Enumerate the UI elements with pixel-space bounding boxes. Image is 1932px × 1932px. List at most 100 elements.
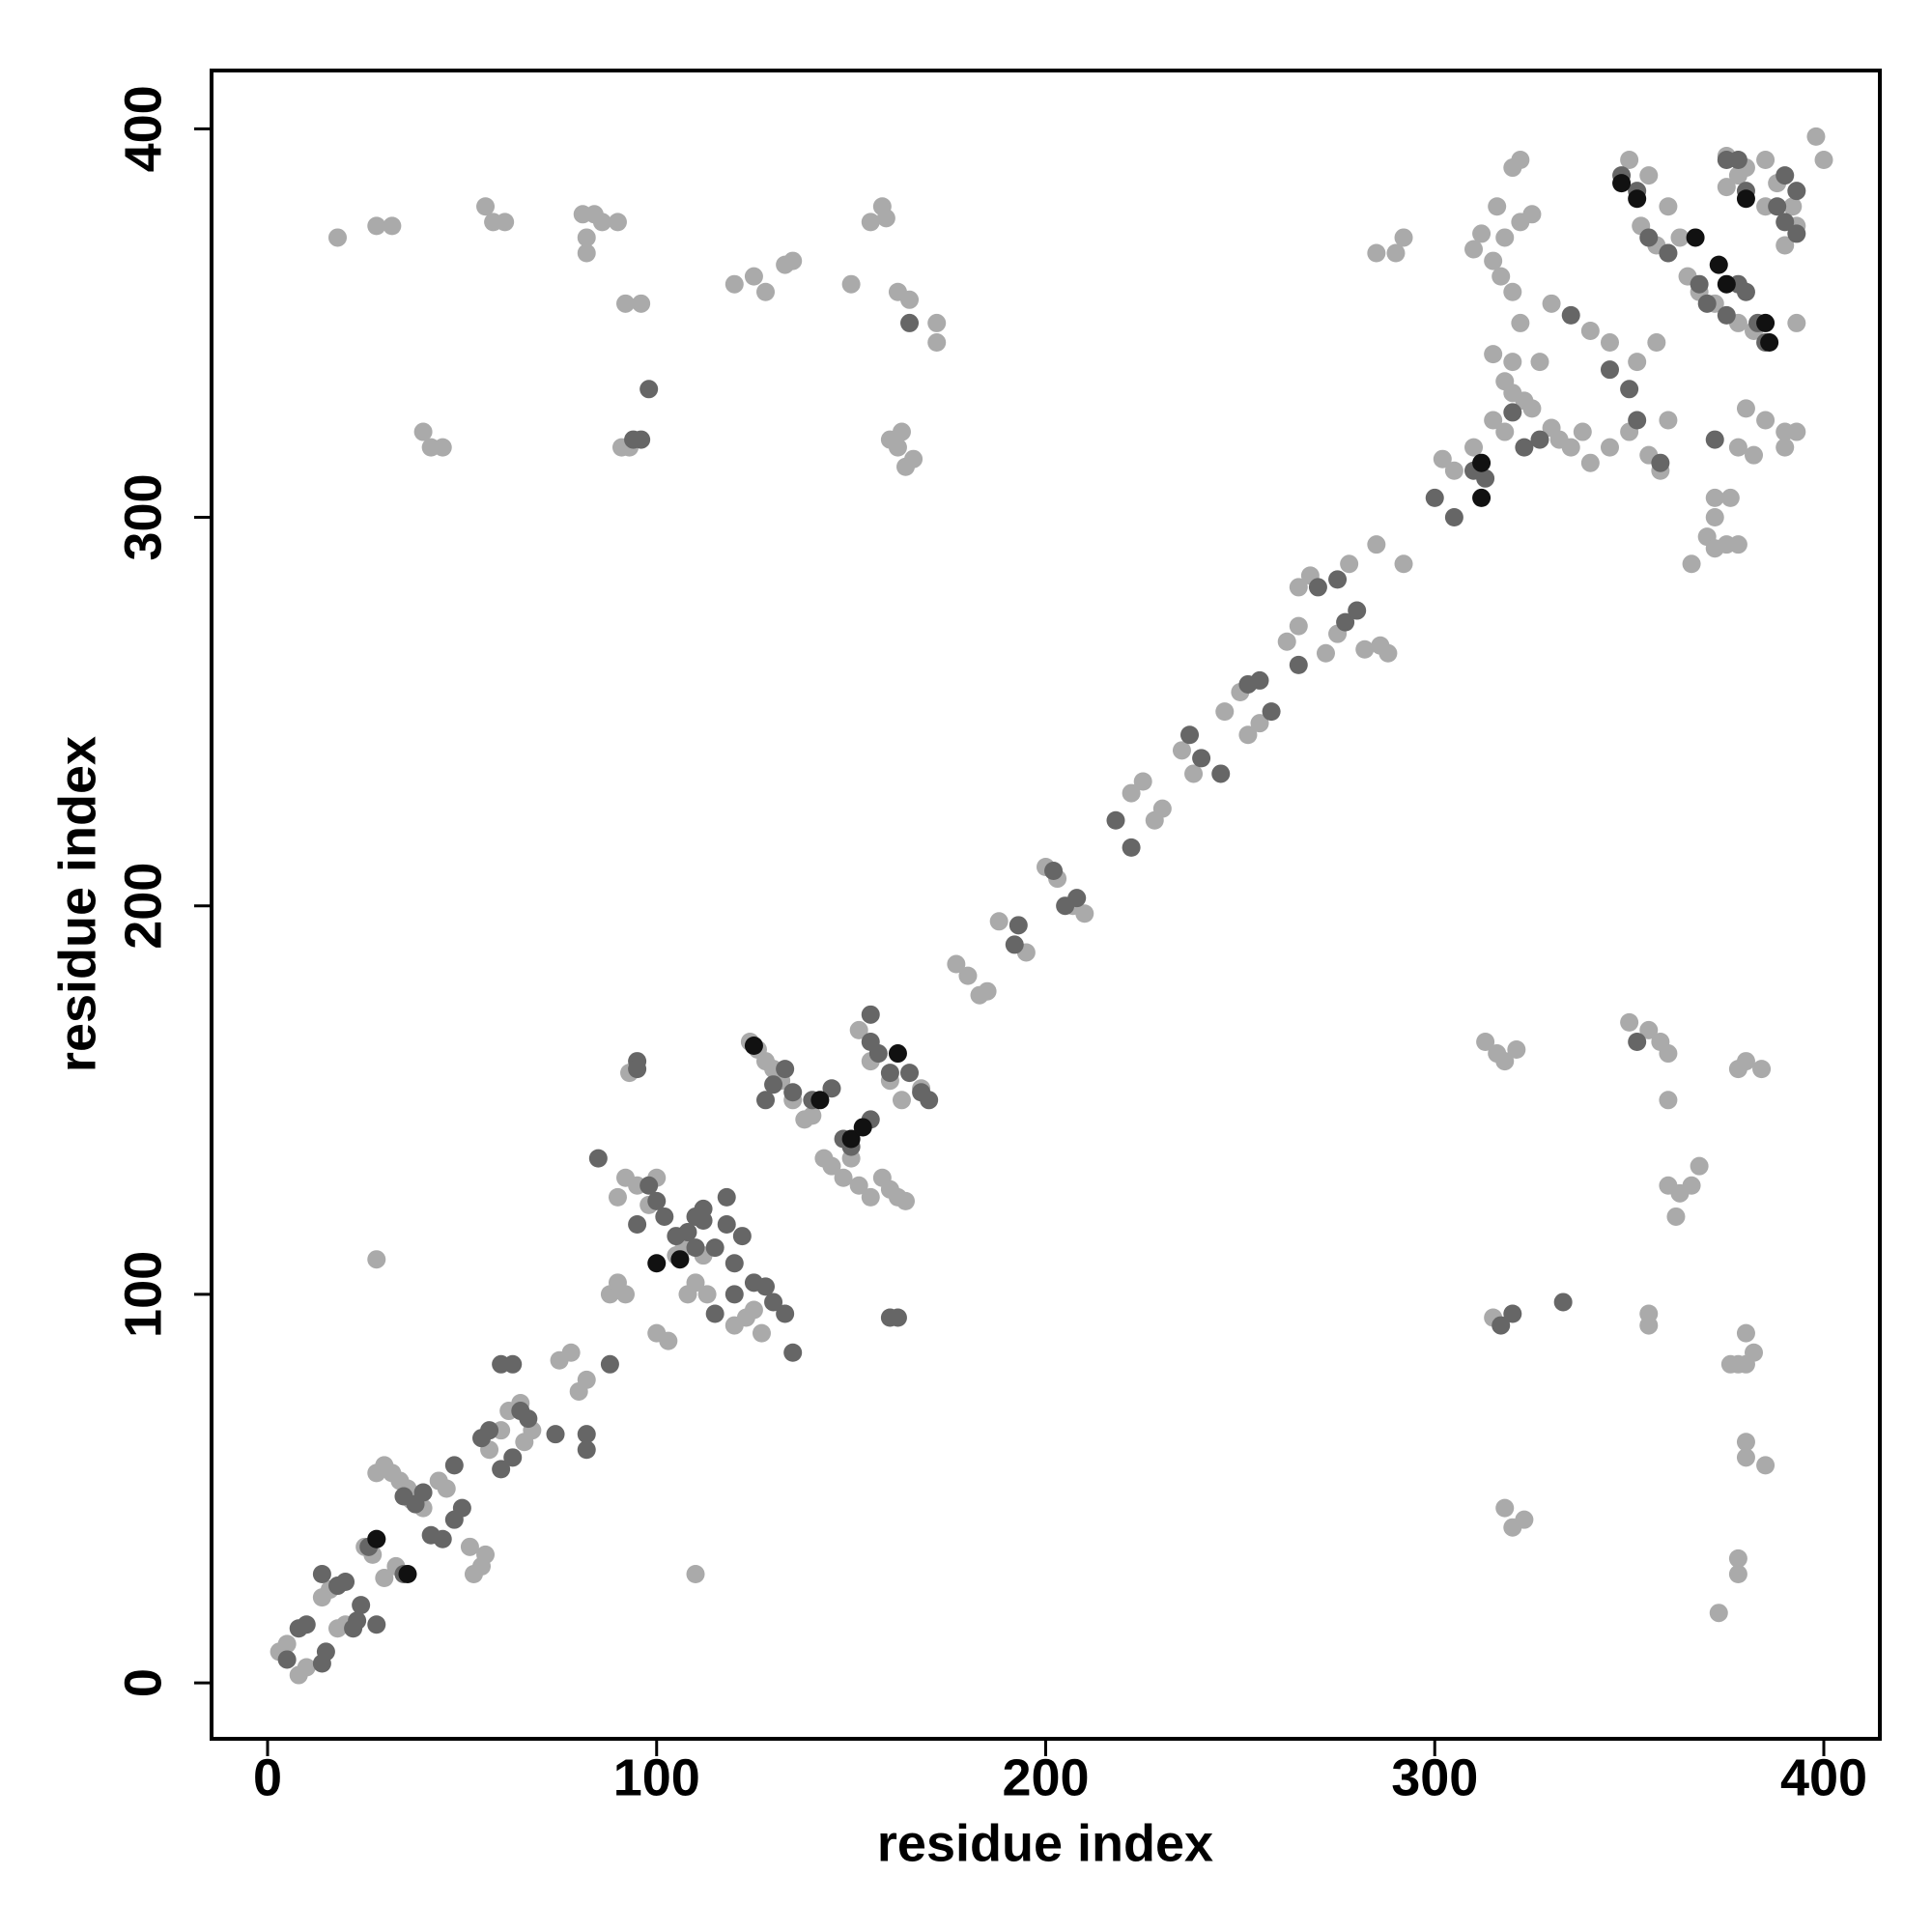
- scatter-point: [348, 1611, 367, 1631]
- scatter-point: [647, 1254, 667, 1273]
- scatter-point: [1250, 670, 1269, 690]
- scatter-point: [1728, 1564, 1747, 1583]
- scatter-point: [1386, 243, 1406, 263]
- scatter-point: [880, 1308, 899, 1327]
- scatter-point: [1492, 267, 1511, 286]
- scatter-point: [496, 213, 515, 232]
- scatter-point: [1367, 535, 1386, 554]
- scatter-point: [1484, 251, 1503, 270]
- scatter-point: [367, 1615, 386, 1634]
- scatter-point: [1728, 438, 1747, 457]
- x-tick-label: 100: [613, 1748, 700, 1806]
- scatter-point: [1262, 702, 1281, 722]
- scatter-point: [1697, 294, 1717, 313]
- scatter-point: [1172, 741, 1191, 760]
- scatter-point: [1776, 236, 1795, 255]
- scatter-point: [1776, 422, 1795, 441]
- scatter-point: [1709, 255, 1728, 274]
- scatter-point: [476, 197, 496, 216]
- scatter-point: [1328, 570, 1348, 589]
- scatter-point: [717, 1215, 736, 1235]
- y-tick-label: 200: [114, 863, 172, 950]
- scatter-point: [1340, 554, 1359, 574]
- x-tick-label: 400: [1780, 1748, 1867, 1806]
- scatter-point: [352, 1596, 371, 1615]
- scatter-point: [1659, 411, 1678, 430]
- scatter-point: [588, 1149, 608, 1168]
- scatter-point: [1736, 282, 1755, 301]
- x-tick-label: 300: [1391, 1748, 1478, 1806]
- scatter-point: [1472, 453, 1492, 472]
- scatter-point: [1495, 1498, 1515, 1518]
- scatter-point: [1542, 294, 1561, 313]
- scatter-point: [776, 1304, 795, 1323]
- scatter-point: [327, 228, 347, 247]
- scatter-point: [1728, 1548, 1747, 1568]
- scatter-point: [1511, 313, 1530, 332]
- scatter-point: [1503, 282, 1522, 301]
- scatter-point: [616, 1285, 636, 1304]
- scatter-point: [624, 430, 643, 449]
- scatter-point: [1736, 1433, 1755, 1452]
- scatter-point: [1192, 749, 1211, 768]
- scatter-point: [1530, 353, 1549, 372]
- scatter-point: [1106, 810, 1125, 830]
- scatter-point: [1736, 1448, 1755, 1467]
- scatter-point: [1720, 488, 1740, 507]
- scatter-point: [705, 1304, 724, 1323]
- scatter-point: [383, 216, 402, 236]
- scatter-point: [1277, 632, 1296, 651]
- scatter-point: [1553, 1293, 1573, 1312]
- scatter-point: [822, 1079, 841, 1098]
- scatter-point: [686, 1564, 705, 1583]
- scatter-point: [1705, 430, 1724, 449]
- scatter-point: [1336, 612, 1355, 632]
- scatter-point: [1289, 655, 1308, 674]
- x-axis-title: residue index: [877, 1814, 1213, 1872]
- scatter-point: [464, 1564, 483, 1583]
- scatter-point: [1378, 643, 1398, 663]
- scatter-point: [989, 912, 1009, 931]
- scatter-point: [336, 1573, 355, 1592]
- scatter-point: [1659, 1091, 1678, 1110]
- scatter-point: [764, 1075, 783, 1094]
- scatter-point: [744, 267, 763, 286]
- scatter-point: [724, 1254, 744, 1273]
- scatter-point: [1122, 838, 1141, 857]
- y-tick-label: 400: [114, 85, 172, 172]
- scatter-point: [616, 294, 636, 313]
- scatter-point: [433, 438, 452, 457]
- scatter-point: [1787, 313, 1806, 332]
- scatter-point: [1686, 228, 1705, 247]
- scatter-point: [670, 1250, 690, 1269]
- x-tick-label: 0: [253, 1748, 282, 1806]
- scatter-point: [1495, 1052, 1515, 1071]
- scatter-point: [632, 294, 651, 313]
- scatter-point: [1783, 197, 1803, 216]
- scatter-point: [888, 1044, 907, 1064]
- scatter-point: [1495, 228, 1515, 247]
- scatter-point: [1180, 725, 1200, 745]
- scatter-point: [1522, 205, 1542, 224]
- scatter-point: [452, 1498, 471, 1518]
- scatter-point: [1515, 438, 1534, 457]
- scatter-point: [492, 1460, 511, 1479]
- scatter-point: [861, 213, 880, 232]
- scatter-point: [277, 1650, 297, 1669]
- scatter-point: [639, 380, 659, 399]
- scatter-point: [1717, 305, 1736, 325]
- scatter-point: [1075, 904, 1094, 923]
- scatter-point: [1472, 224, 1492, 243]
- scatter-point: [1639, 228, 1659, 247]
- scatter-point: [849, 1176, 868, 1195]
- scatter-point: [1005, 935, 1024, 954]
- scatter-point: [1476, 1032, 1495, 1051]
- scatter-point: [783, 251, 803, 270]
- scatter-point: [744, 1036, 763, 1055]
- scatter-point: [659, 1331, 678, 1350]
- scatter-point: [1806, 127, 1826, 146]
- scatter-point: [367, 1250, 386, 1269]
- scatter-point: [1639, 1316, 1659, 1335]
- scatter-point: [1495, 422, 1515, 441]
